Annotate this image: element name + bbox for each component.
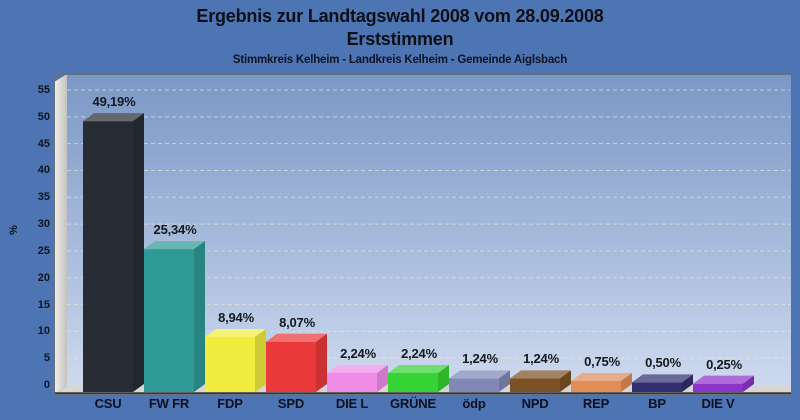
bar-bp <box>632 374 693 392</box>
chart-title-line2: Erststimmen <box>346 29 454 49</box>
bar-gr-ne <box>388 364 449 392</box>
ytick-35: 35 <box>37 191 50 204</box>
value-label-fdp: 8,94% <box>218 310 254 326</box>
x-label--dp: ödp <box>462 396 486 411</box>
ytick-55: 55 <box>37 84 50 96</box>
x-label-fdp: FDP <box>217 396 243 411</box>
bar-npd <box>510 370 571 392</box>
x-label-die-l: DIE L <box>335 396 369 411</box>
ytick-10: 10 <box>37 325 50 338</box>
value-label-csu: 49,19% <box>92 94 136 110</box>
ytick-40: 40 <box>37 164 50 177</box>
bar-spd <box>266 333 327 392</box>
x-label-rep: REP <box>582 396 610 411</box>
bar-die-l <box>327 364 388 392</box>
ytick-45: 45 <box>37 137 50 150</box>
x-label-fw-fr: FW FR <box>148 396 190 411</box>
bar--dp <box>449 370 510 392</box>
value-label-die-v: 0,25% <box>706 356 742 372</box>
x-label-csu: CSU <box>94 396 122 411</box>
x-label-npd: NPD <box>521 396 549 411</box>
x-label-spd: SPD <box>277 396 305 411</box>
bar-rep <box>571 372 632 392</box>
value-label--dp: 1,24% <box>462 351 498 367</box>
ytick-25: 25 <box>37 244 50 257</box>
value-label-gr-ne: 2,24% <box>401 345 437 361</box>
bar-chart-canvas <box>54 74 792 395</box>
chart-title-line1: Ergebnis zur Landtagswahl 2008 vom 28.09… <box>196 6 604 26</box>
ytick-15: 15 <box>37 298 50 311</box>
x-label-gr-ne: GRÜNE <box>390 396 436 411</box>
ytick-30: 30 <box>37 218 50 231</box>
bar-die-v <box>693 375 754 392</box>
ytick-5: 5 <box>43 352 50 365</box>
ytick-50: 50 <box>37 110 50 123</box>
ytick-20: 20 <box>37 271 50 284</box>
plot-left-wall <box>54 74 67 394</box>
ytick-0: 0 <box>43 379 50 391</box>
bar-fw-fr <box>144 241 205 392</box>
value-label-npd: 1,24% <box>523 351 559 367</box>
x-label-bp: BP <box>648 396 666 411</box>
value-label-rep: 0,75% <box>584 353 620 369</box>
plot-frame <box>54 74 792 395</box>
bar-csu <box>83 113 144 393</box>
bar-fdp <box>205 329 266 392</box>
value-label-fw-fr: 25,34% <box>153 222 197 238</box>
value-label-bp: 0,50% <box>645 355 681 371</box>
value-label-spd: 8,07% <box>279 314 315 330</box>
chart-subtitle: Stimmkreis Kelheim - Landkreis Kelheim -… <box>232 54 568 66</box>
x-label-die-v: DIE V <box>701 396 735 411</box>
value-label-die-l: 2,24% <box>340 345 376 361</box>
